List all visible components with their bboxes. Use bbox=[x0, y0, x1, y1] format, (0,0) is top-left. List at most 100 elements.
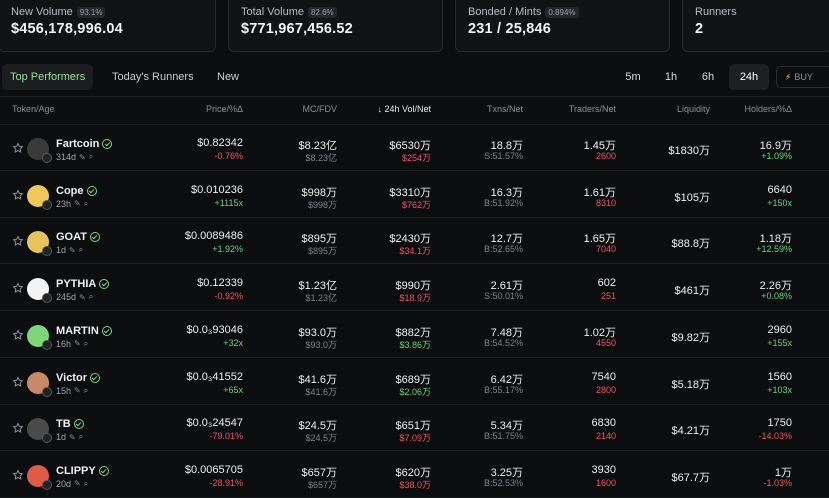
pill-icon: ✎ bbox=[74, 339, 81, 349]
traders-net: 2800 bbox=[595, 384, 616, 395]
search-icon[interactable]: ⌕ bbox=[83, 478, 89, 488]
txns-value: 5.34万 bbox=[490, 420, 523, 433]
search-icon[interactable]: ⌕ bbox=[83, 338, 89, 348]
table-row[interactable]: PYTHIA 245d ✎ ⌕ $0.12339 -0.92% $1.23亿 $1.… bbox=[0, 265, 829, 312]
tab-new[interactable]: New bbox=[217, 71, 240, 83]
star-icon[interactable] bbox=[12, 142, 24, 154]
holders-value: 6640 bbox=[767, 183, 792, 196]
traders-value: 1.61万 bbox=[583, 186, 616, 199]
pill-icon: ✎ bbox=[79, 292, 86, 302]
col-24h-vol[interactable]: ↓ 24h Vol/Net bbox=[377, 104, 431, 114]
table-row[interactable]: CLIPPY 20d ✎ ⌕ $0.0065705 -28.91% $657万 $6… bbox=[0, 452, 829, 498]
traders-value: 7540 bbox=[591, 370, 616, 383]
volume-value: $2430万 bbox=[389, 233, 431, 246]
timeframe-6h[interactable]: 6h bbox=[701, 71, 715, 83]
col-txns[interactable]: Txns/Net bbox=[486, 104, 523, 114]
price-value: $0.0₃24547 bbox=[186, 417, 243, 430]
table-row[interactable]: GOAT 1d ✎ ⌕ $0.0089486 +1.92% $895万 $895万 … bbox=[0, 218, 829, 265]
star-icon[interactable] bbox=[12, 469, 24, 481]
search-icon[interactable]: ⌕ bbox=[83, 198, 89, 208]
mc-value: $1.23亿 bbox=[298, 280, 337, 293]
volume-net: $254万 bbox=[401, 153, 431, 163]
volume-net: $38.0万 bbox=[399, 479, 431, 490]
search-icon[interactable]: ⌕ bbox=[88, 152, 94, 161]
token-age: 1d bbox=[56, 245, 67, 256]
search-icon[interactable]: ⌕ bbox=[83, 385, 89, 395]
buy-button[interactable]: ⚡ BUY bbox=[776, 66, 829, 88]
star-icon[interactable] bbox=[12, 375, 24, 388]
volume-net: $18.9万 bbox=[399, 293, 431, 304]
traders-value: 1.45万 bbox=[583, 140, 616, 152]
table-row[interactable]: TB 1d ✎ ⌕ $0.0₃24547 -79.01% $24.5万 $24.5万… bbox=[0, 405, 829, 452]
row-divider bbox=[0, 356, 829, 358]
mc-value: $657万 bbox=[301, 466, 337, 479]
star-icon[interactable] bbox=[12, 422, 24, 434]
stat-label: Bonded / Mints bbox=[468, 6, 542, 18]
token-name[interactable]: Cope bbox=[56, 184, 84, 197]
liquidity-value: $67.7万 bbox=[671, 471, 710, 484]
search-icon[interactable]: ⌕ bbox=[88, 292, 94, 302]
star-icon[interactable] bbox=[12, 189, 24, 201]
timeframe-1h[interactable]: 1h bbox=[664, 71, 678, 83]
token-name[interactable]: Fartcoin bbox=[56, 138, 100, 150]
search-icon[interactable]: ⌕ bbox=[78, 432, 84, 442]
liquidity-value: $4.21万 bbox=[671, 425, 710, 438]
timeframe-5m[interactable]: 5m bbox=[625, 71, 641, 83]
price-value: $0.82342 bbox=[197, 137, 243, 149]
fdv-value: $1.23亿 bbox=[305, 293, 337, 304]
table-row[interactable]: Fartcoin 314d ✎ ⌕ $0.82342 -0.76% $8.23亿 $… bbox=[0, 125, 829, 171]
txns-value: 3.25万 bbox=[490, 466, 523, 479]
traders-net: 2140 bbox=[595, 431, 616, 442]
row-divider bbox=[0, 263, 829, 265]
stat-label: Runners bbox=[695, 6, 737, 18]
verified-icon bbox=[89, 372, 100, 383]
price-change: +32x bbox=[223, 337, 243, 348]
verified-icon bbox=[101, 325, 112, 336]
col-traders[interactable]: Traders/Net bbox=[568, 104, 616, 114]
token-name[interactable]: TB bbox=[56, 418, 71, 431]
fdv-value: $998万 bbox=[307, 199, 337, 210]
chain-badge-icon bbox=[42, 199, 52, 210]
holders-value: 2960 bbox=[767, 323, 792, 336]
holders-change: +155x bbox=[767, 337, 792, 348]
col-mc-fdv[interactable]: MC/FDV bbox=[302, 104, 338, 114]
holders-change: +150x bbox=[767, 197, 792, 208]
col-holders[interactable]: Holders/%Δ bbox=[744, 104, 792, 114]
star-icon[interactable] bbox=[12, 329, 24, 341]
traders-value: 1.65万 bbox=[583, 233, 616, 246]
token-name[interactable]: GOAT bbox=[56, 231, 87, 244]
holders-value: 1560 bbox=[767, 370, 792, 383]
fdv-value: $8.23亿 bbox=[305, 153, 337, 163]
token-name[interactable]: Victor bbox=[56, 371, 87, 384]
star-icon[interactable] bbox=[12, 282, 24, 294]
table-row[interactable]: Cope 23h ✎ ⌕ $0.010236 +1115x $998万 $998万 … bbox=[0, 172, 829, 218]
liquidity-value: $105万 bbox=[674, 191, 710, 204]
traders-value: 602 bbox=[597, 277, 616, 290]
table-row[interactable]: MARTIN 16h ✎ ⌕ $0.0₃93046 +32x $93.0万 $93.… bbox=[0, 312, 829, 358]
verified-icon bbox=[89, 232, 100, 243]
price-value: $0.12339 bbox=[197, 277, 243, 290]
mc-value: $998万 bbox=[301, 186, 337, 199]
token-name[interactable]: PYTHIA bbox=[56, 278, 97, 291]
price-change: +1.92% bbox=[212, 244, 243, 255]
table-row[interactable]: Victor 15h ✎ ⌕ $0.0₃41552 +65x $41.6万 $41.… bbox=[0, 359, 829, 405]
stat-total-volume: Total Volume 82.6% $771,967,456.52 bbox=[228, 0, 443, 52]
star-icon[interactable] bbox=[12, 235, 24, 247]
col-price[interactable]: Price/%Δ bbox=[205, 104, 243, 114]
token-name[interactable]: CLIPPY bbox=[56, 464, 96, 477]
tab-todays-runners[interactable]: Today's Runners bbox=[112, 71, 194, 83]
volume-value: $6530万 bbox=[389, 140, 431, 152]
token-name[interactable]: MARTIN bbox=[56, 324, 99, 337]
price-change: -0.76% bbox=[214, 151, 243, 161]
search-icon[interactable]: ⌕ bbox=[78, 245, 84, 255]
traders-value: 1.02万 bbox=[583, 326, 616, 339]
col-liquidity[interactable]: Liquidity bbox=[676, 104, 710, 114]
lightning-icon: ⚡ bbox=[785, 72, 792, 82]
mc-value: $24.5万 bbox=[298, 420, 337, 433]
verified-icon bbox=[102, 139, 113, 149]
txns-value: 16.3万 bbox=[490, 186, 523, 199]
token-age: 15h bbox=[56, 385, 72, 396]
col-token-age[interactable]: Token/Age bbox=[12, 104, 55, 114]
tab-top-performers[interactable]: Top Performers bbox=[2, 64, 94, 90]
timeframe-24h[interactable]: 24h bbox=[729, 64, 769, 90]
